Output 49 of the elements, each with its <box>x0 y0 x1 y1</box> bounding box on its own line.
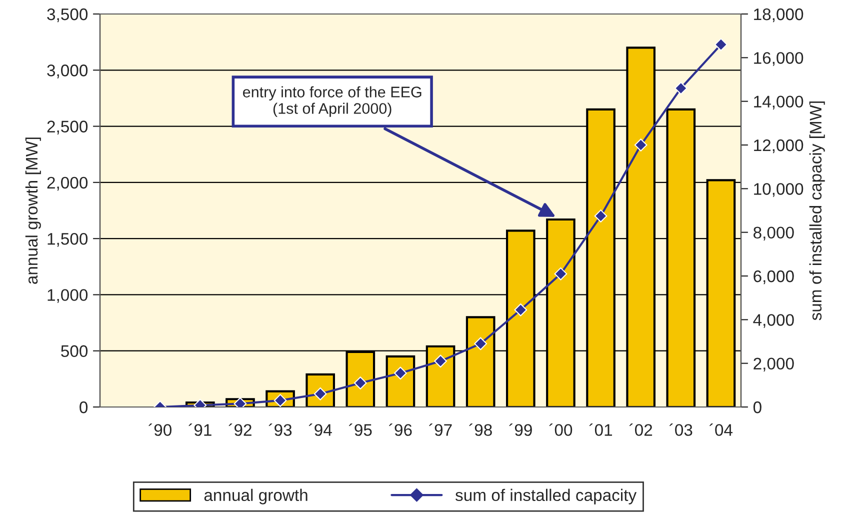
x-tick-label: ´02 <box>629 423 652 436</box>
x-tick-label: ´03 <box>669 423 692 436</box>
y2-tick-label: 2,000 <box>754 358 794 372</box>
y-tick-label: 3,500 <box>47 8 88 22</box>
point <box>594 210 608 222</box>
y-tick-label: 1,000 <box>48 289 88 303</box>
x-tick-label: ´01 <box>589 423 612 436</box>
x-tick-label: ´00 <box>549 423 572 436</box>
annotation: entry into force of the EEG (1st of April 2000) <box>243 86 422 117</box>
y2-tick-label: 0 <box>753 401 762 414</box>
y2-tick-label: 16,000 <box>754 52 804 66</box>
x-tick-label: ´94 <box>308 423 332 436</box>
y-tick-label: 1,500 <box>48 232 88 247</box>
point <box>554 267 568 280</box>
y-axis-title: annual growth [MW] <box>25 138 41 284</box>
point <box>474 337 488 350</box>
y2-axis-title: sum of installed capaciy [MW] <box>809 101 825 320</box>
x-tick-label: ´95 <box>348 423 372 436</box>
point <box>674 82 688 95</box>
x-tick-label: ´92 <box>228 423 252 436</box>
y2-tick-label: 10,000 <box>754 183 804 197</box>
point <box>354 376 367 390</box>
point <box>434 354 447 368</box>
y-tick-label: 3,000 <box>47 64 88 78</box>
legend-label: annual growth <box>204 488 308 504</box>
y2-tick-label: 6,000 <box>754 270 794 284</box>
x-tick-label: ´93 <box>268 423 292 436</box>
x-tick-label: ´04 <box>710 423 733 436</box>
y2-tick-label: 14,000 <box>754 96 804 110</box>
x-tick-label: ´96 <box>389 423 412 436</box>
y-tick-label: 2,000 <box>47 176 88 191</box>
point <box>714 38 728 51</box>
y2-tick-label: 8,000 <box>754 226 794 241</box>
x-tick-label: ´90 <box>148 423 172 436</box>
y2-tick-label: 4,000 <box>753 314 794 328</box>
y-tick-label: 0 <box>80 401 88 414</box>
x-tick-label: ´97 <box>429 423 452 436</box>
point <box>514 303 528 316</box>
x-tick-label: ´91 <box>188 423 212 436</box>
y-tick-label: 500 <box>61 345 88 358</box>
point <box>634 138 648 152</box>
y2-tick-label: 18,000 <box>754 8 804 22</box>
x-tick-label: ´99 <box>509 423 532 436</box>
bar <box>386 355 416 407</box>
y-tick-label: 2,500 <box>47 120 88 134</box>
x-tick-label: ´98 <box>469 423 492 436</box>
y2-tick-label: 12,000 <box>754 139 804 154</box>
legend-label: sum of installed capacity <box>455 488 637 504</box>
point <box>394 366 407 380</box>
